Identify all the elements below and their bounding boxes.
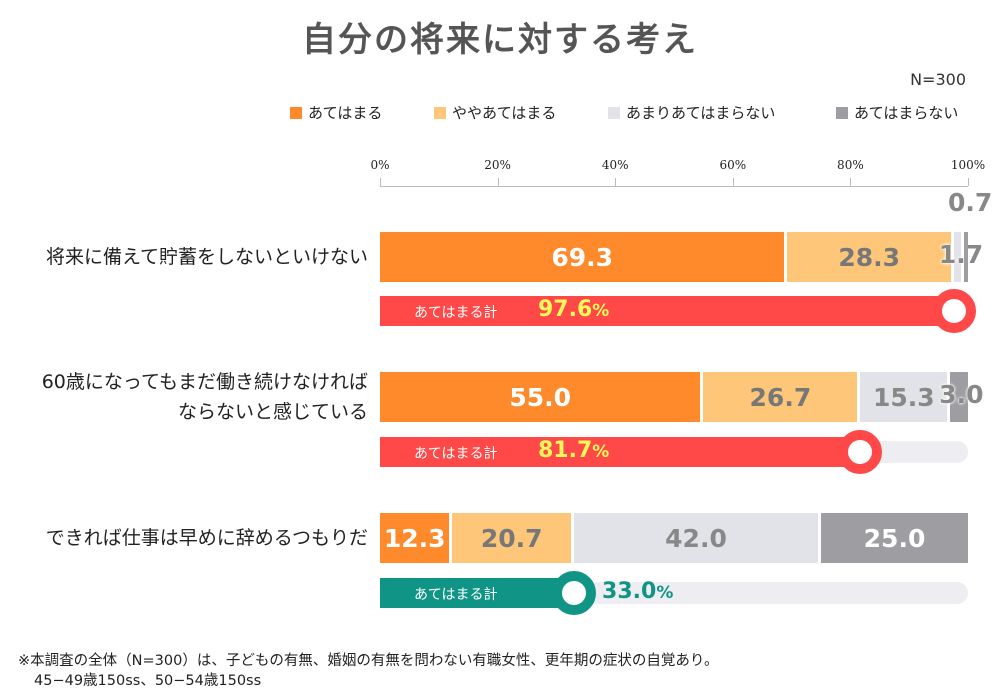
percent-sign: %	[592, 301, 610, 321]
bar-segment	[963, 232, 968, 282]
row-label-line: 60歳になってもまだ働き続けなければ	[41, 371, 368, 393]
bar-segment: 25.0	[821, 513, 968, 563]
value-label: 1.7	[938, 240, 984, 269]
bar-segment: 42.0	[574, 513, 821, 563]
value-label: 3.0	[939, 380, 984, 409]
tick-label: 20%	[484, 158, 511, 172]
total-value: 81.7%	[538, 438, 609, 463]
bar-segment: 12.3	[380, 513, 453, 563]
total-number: 33.0	[602, 579, 657, 604]
value-label: 0.7	[948, 188, 993, 217]
tick-label: 0%	[370, 158, 390, 172]
legend-swatch	[290, 106, 302, 119]
legend-label: あまりあてはまらない	[626, 104, 776, 122]
legend-swatch	[836, 106, 848, 119]
total-number: 81.7	[538, 438, 593, 463]
legend-swatch	[608, 106, 620, 119]
total-knob	[838, 430, 883, 474]
sample-size: N=300	[910, 70, 966, 89]
total-label: あてはまる計	[414, 446, 498, 462]
percent-sign: %	[656, 583, 674, 603]
total-value: 97.6%	[538, 297, 609, 322]
row-label-line: できれば仕事は早めに辞めるつもりだ	[45, 527, 368, 549]
legend-item: あてはまる	[290, 102, 382, 123]
legend-label: あてはまらない	[854, 104, 959, 122]
row-label-line: ならないと感じている	[177, 401, 368, 423]
tick-mark	[850, 178, 852, 186]
bar-segment: 69.3	[380, 232, 788, 282]
row-label: できれば仕事は早めに辞めるつもりだ	[46, 523, 368, 553]
total-bar	[380, 296, 954, 326]
footnote-line: 45−49歳150ss、50−54歳150ss	[34, 673, 262, 689]
footnote-line: ※本調査の全体（N=300）は、子どもの有無、婚姻の有無を問わない有職女性、更年…	[18, 653, 719, 669]
tick-label: 60%	[719, 158, 747, 172]
tick-label: 100%	[950, 158, 986, 172]
total-number: 97.6	[538, 297, 593, 322]
row-label: 60歳になってもまだ働き続けなければならないと感じている	[42, 367, 368, 427]
tick-label: 40%	[601, 158, 629, 172]
total-knob	[552, 571, 597, 615]
legend-swatch	[434, 106, 446, 119]
bar-segment: 20.7	[452, 513, 575, 563]
bar-segment	[953, 232, 964, 282]
row-label: 将来に備えて貯蓄をしないといけない	[46, 242, 368, 272]
axis-line	[380, 186, 968, 187]
row-label-line: 将来に備えて貯蓄をしないといけない	[45, 246, 368, 268]
tick-mark	[615, 178, 617, 186]
tick-mark	[968, 178, 969, 186]
bar-segment: 15.3	[860, 372, 951, 422]
legend-item: あてはまらない	[836, 102, 958, 123]
tick-mark	[732, 178, 734, 186]
bar-segment: 55.0	[380, 372, 704, 422]
total-bar	[380, 578, 575, 608]
total-label: あてはまる計	[414, 305, 498, 321]
bar-segment: 28.3	[787, 232, 954, 282]
total-bar	[380, 437, 861, 467]
tick-mark	[380, 178, 381, 186]
bar-segment	[950, 372, 968, 422]
chart-title: 自分の将来に対する考え	[302, 20, 698, 60]
legend-item: あまりあてはまらない	[608, 102, 775, 123]
tick-mark	[497, 178, 499, 186]
bar-segment: 26.7	[703, 372, 861, 422]
legend-item: ややあてはまる	[434, 102, 556, 123]
total-label: あてはまる計	[414, 587, 498, 603]
total-value: 33.0%	[602, 579, 673, 604]
tick-label: 80%	[837, 158, 864, 172]
footnote: ※本調査の全体（N=300）は、子どもの有無、婚姻の有無を問わない有職女性、更年…	[18, 651, 719, 691]
total-knob	[931, 289, 976, 333]
legend-label: ややあてはまる	[452, 104, 557, 122]
legend-label: あてはまる	[308, 104, 383, 122]
percent-sign: %	[592, 442, 610, 462]
